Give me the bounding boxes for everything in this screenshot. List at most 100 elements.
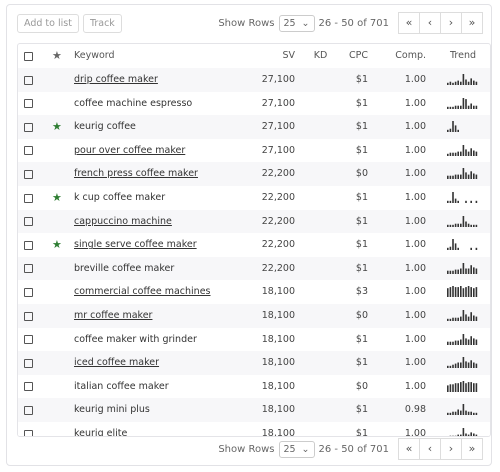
sv-cell: 18,100 bbox=[261, 404, 295, 416]
trend-bar bbox=[465, 287, 467, 298]
trend-bar bbox=[457, 362, 459, 369]
keyword[interactable]: french press coffee maker bbox=[74, 168, 198, 180]
trend-bar bbox=[457, 174, 459, 180]
table-row: french press coffee maker 22,200 $0 1.00 bbox=[18, 162, 490, 187]
rows-select[interactable]: 25 ⌄ bbox=[278, 440, 315, 458]
trend-bar bbox=[454, 198, 457, 203]
trend-sparkline bbox=[447, 286, 478, 298]
trend-sparkline bbox=[447, 239, 478, 251]
trend-bar bbox=[447, 82, 449, 85]
trend-bar bbox=[454, 81, 457, 85]
column-header[interactable]: Keyword bbox=[74, 50, 115, 61]
trend-sparkline bbox=[447, 404, 478, 416]
keyword[interactable]: mr coffee maker bbox=[74, 310, 153, 321]
keyword[interactable]: drip coffee maker bbox=[74, 74, 158, 85]
trend-bar bbox=[462, 288, 465, 298]
cpc-cell: $1 bbox=[355, 239, 368, 251]
row-checkbox[interactable] bbox=[24, 264, 33, 274]
row-checkbox[interactable] bbox=[24, 311, 33, 321]
trend-bar bbox=[447, 129, 449, 133]
page-button[interactable]: › bbox=[440, 438, 462, 460]
keyword[interactable]: pour over coffee maker bbox=[74, 144, 186, 156]
comp-cell: 1.00 bbox=[404, 121, 426, 133]
page-button[interactable]: » bbox=[461, 438, 483, 460]
column-header[interactable]: CPC bbox=[349, 50, 368, 61]
trend-bar bbox=[473, 315, 475, 321]
keyword[interactable]: cappuccino machine bbox=[74, 215, 172, 227]
trend-bar bbox=[475, 247, 478, 251]
trend-sparkline bbox=[447, 215, 478, 227]
column-header[interactable]: KD bbox=[313, 50, 328, 61]
page-button[interactable]: › bbox=[440, 12, 462, 34]
column-header[interactable]: Comp. bbox=[395, 50, 426, 61]
page-button[interactable]: » bbox=[461, 12, 483, 34]
trend-bar bbox=[452, 224, 454, 227]
keyword[interactable]: commercial coffee machines bbox=[74, 286, 211, 298]
row-checkbox[interactable] bbox=[24, 169, 33, 179]
keyword[interactable]: iced coffee maker bbox=[74, 357, 160, 369]
row-checkbox[interactable] bbox=[24, 146, 33, 156]
row-checkbox[interactable] bbox=[24, 99, 33, 109]
trend-bar bbox=[465, 361, 467, 369]
column-header[interactable]: Trend bbox=[450, 50, 476, 61]
table-row: italian coffee maker 18,100 $0 1.00 bbox=[18, 374, 490, 400]
comp-cell: 1.00 bbox=[404, 144, 426, 156]
comp-cell: 0.98 bbox=[404, 404, 426, 416]
rows-select[interactable]: 25 ⌄ bbox=[278, 14, 315, 32]
row-checkbox[interactable] bbox=[24, 335, 33, 345]
track-button[interactable]: Track bbox=[82, 13, 122, 33]
column-header[interactable]: SV bbox=[282, 50, 295, 61]
trend-bar bbox=[449, 341, 452, 345]
trend-bar bbox=[449, 384, 452, 392]
page-button[interactable]: ‹ bbox=[419, 12, 441, 34]
trend-sparkline bbox=[447, 310, 478, 321]
trend-bar bbox=[460, 174, 462, 180]
row-checkbox[interactable] bbox=[24, 240, 33, 250]
trend-bar bbox=[454, 287, 457, 298]
row-checkbox[interactable] bbox=[24, 382, 33, 392]
trend-bar bbox=[449, 224, 452, 227]
cpc-cell: $1 bbox=[355, 357, 368, 369]
trend-bar bbox=[462, 380, 465, 392]
row-checkbox[interactable] bbox=[24, 405, 33, 415]
row-checkbox[interactable] bbox=[24, 75, 33, 85]
row-checkbox[interactable] bbox=[24, 429, 33, 436]
trend-bar bbox=[475, 434, 478, 436]
comp-cell: 1.00 bbox=[404, 97, 426, 109]
row-checkbox[interactable] bbox=[24, 122, 33, 132]
trend-bar bbox=[470, 247, 472, 251]
page-button[interactable]: ‹ bbox=[419, 438, 441, 460]
trend-sparkline bbox=[449, 428, 478, 436]
table-row: drip coffee maker 27,100 $1 1.00 bbox=[18, 68, 490, 93]
trend-sparkline bbox=[447, 74, 478, 85]
trend-bar bbox=[462, 404, 465, 416]
trend-bar bbox=[470, 360, 472, 369]
trend-bar bbox=[452, 364, 454, 369]
row-checkbox[interactable] bbox=[24, 217, 33, 227]
row-checkbox[interactable] bbox=[24, 358, 33, 368]
keyword[interactable]: single serve coffee maker bbox=[74, 239, 197, 251]
trend-bar bbox=[473, 382, 475, 392]
trend-bar bbox=[449, 318, 452, 321]
trend-bar bbox=[452, 152, 454, 156]
trend-bar bbox=[457, 317, 459, 321]
trend-bar bbox=[467, 223, 470, 227]
table-row: mr coffee maker 18,100 $0 1.00 bbox=[18, 304, 490, 329]
row-checkbox[interactable] bbox=[24, 193, 33, 203]
trend-bar bbox=[447, 200, 449, 203]
header-checkbox[interactable] bbox=[24, 52, 33, 61]
table-row: pour over coffee maker 27,100 $1 1.00 bbox=[18, 138, 490, 164]
page-button[interactable]: « bbox=[398, 12, 420, 34]
table-row: breville coffee maker 22,200 $1 1.00 bbox=[18, 256, 490, 282]
trend-bar bbox=[449, 413, 452, 416]
page-button[interactable]: « bbox=[398, 438, 420, 460]
trend-bar bbox=[449, 287, 452, 298]
trend-bar bbox=[447, 385, 449, 392]
trend-bar bbox=[462, 333, 465, 345]
trend-bar bbox=[470, 103, 472, 109]
trend-bar bbox=[465, 172, 467, 180]
row-checkbox[interactable] bbox=[24, 287, 33, 297]
add-to-list-button[interactable]: Add to list bbox=[17, 13, 79, 33]
trend-bar bbox=[447, 247, 449, 251]
